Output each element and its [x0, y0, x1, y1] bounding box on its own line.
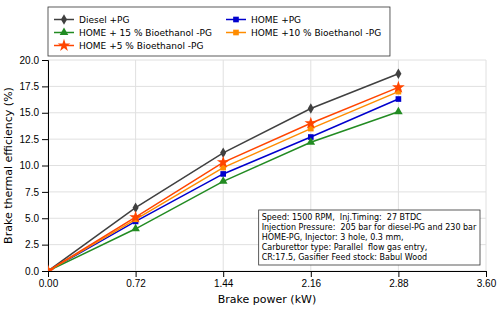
x-tick-label: 2.16: [302, 278, 322, 289]
y-tick: 20.0: [20, 55, 48, 66]
y-grid-line: [48, 139, 486, 140]
y-tick-label: 12.5: [20, 134, 40, 145]
annotation-line: Injection Pressure: 205 bar for diesel-P…: [262, 223, 477, 232]
x-tick-label: 1.44: [214, 278, 234, 289]
legend-item: HOME + 15 % Bioethanol -PG: [54, 28, 212, 38]
legend-marker: [61, 14, 67, 25]
y-tick-mark: [42, 271, 48, 272]
x-axis-line: [49, 272, 487, 278]
x-tick-label: 0.00: [39, 278, 59, 289]
x-tick-label: 2.88: [389, 278, 409, 289]
y-tick-mark: [42, 245, 48, 246]
series-marker: [219, 176, 228, 183]
legend: Diesel +PG HOME +PG HOME + 15 % Bioethanol…: [48, 7, 390, 56]
y-tick-mark: [42, 60, 48, 61]
y-tick: 10.0: [20, 160, 48, 171]
chart: 0.00 0.72 1.44 2.16 2.88 3.60 0.0 2.5 5.0 7.5 10.0…: [0, 0, 500, 309]
x-axis: 0.00 0.72 1.44 2.16 2.88 3.60: [39, 271, 497, 289]
legend-item: HOME +10 % Bioethanol -PG: [226, 28, 381, 38]
legend-label: HOME +10 % Bioethanol -PG: [251, 28, 381, 38]
grid: [48, 60, 486, 271]
y-tick: 5.0: [25, 213, 48, 224]
legend-marker: [233, 30, 239, 36]
y-tick-label: 15.0: [20, 107, 40, 118]
legend-marker: [233, 17, 239, 23]
y-tick-label: 17.5: [20, 81, 40, 92]
y-tick-mark: [42, 86, 48, 87]
annotation-box: [259, 210, 480, 265]
y-axis: 0.0 2.5 5.0 7.5 10.0 12.5 15.0 17.5 20.0: [20, 55, 49, 277]
plot-area: 0.00 0.72 1.44 2.16 2.88 3.60 0.0 2.5 5.0 7.5 10.0…: [20, 55, 497, 289]
x-tick: 0.00: [39, 271, 59, 289]
legend-label: Diesel +PG: [79, 15, 130, 25]
y-tick-mark: [42, 218, 48, 219]
y-tick: 0.0: [25, 266, 48, 277]
y-axis-title: Brake thermal efficiency (%): [2, 87, 15, 244]
y-grid-line: [48, 60, 486, 61]
annotation-line: HOME-PG, Injector: 3 hole, 0.3 mm,: [262, 233, 404, 242]
y-grid-line: [48, 191, 486, 192]
x-tick: 1.44: [214, 271, 234, 289]
y-tick-mark: [42, 192, 48, 193]
x-axis-title: Brake power (kW): [218, 293, 316, 306]
x-tick: 2.16: [302, 271, 322, 289]
x-tick-label: 3.60: [477, 278, 497, 289]
annotation: Speed: 1500 RPM, Inj.Timing: 27 BTDCInje…: [259, 210, 480, 265]
series-marker: [308, 103, 314, 114]
y-tick-label: 2.5: [25, 239, 39, 250]
x-tick: 0.72: [126, 271, 146, 289]
x-tick: 3.60: [477, 271, 497, 289]
y-tick: 15.0: [20, 107, 48, 118]
y-tick: 12.5: [20, 134, 48, 145]
y-tick-mark: [42, 139, 48, 140]
series-group: [48, 68, 405, 271]
y-tick: 17.5: [20, 81, 48, 92]
series-marker: [48, 264, 54, 271]
legend-item: Diesel +PG: [54, 14, 130, 25]
y-tick-mark: [42, 166, 48, 167]
series-marker: [131, 224, 140, 231]
y-grid-line: [48, 86, 486, 87]
x-tick-mark: [136, 271, 137, 277]
series-marker: [307, 137, 316, 144]
y-axis-line: [42, 61, 49, 272]
legend-label: HOME +5 % Bioethanol -PG: [79, 41, 203, 51]
x-tick-mark: [398, 271, 399, 277]
x-tick-mark: [223, 271, 224, 277]
series-marker: [220, 171, 226, 177]
y-tick: 2.5: [25, 239, 48, 250]
series-marker: [392, 81, 405, 93]
y-tick-label: 7.5: [25, 187, 39, 198]
series-marker: [396, 96, 402, 102]
y-grid-line: [48, 165, 486, 166]
legend-marker: [60, 28, 69, 35]
series-marker: [304, 117, 317, 129]
y-tick-label: 20.0: [20, 55, 40, 66]
y-tick-mark: [42, 113, 48, 114]
legend-item: HOME +5 % Bioethanol -PG: [54, 39, 203, 51]
legend-frame: [48, 7, 390, 56]
annotation-line: Speed: 1500 RPM, Inj.Timing: 27 BTDC: [262, 213, 422, 222]
x-tick-mark: [486, 271, 487, 277]
y-tick-label: 5.0: [25, 213, 39, 224]
x-tick-label: 0.72: [126, 278, 146, 289]
series-marker: [394, 107, 403, 114]
y-tick: 7.5: [25, 187, 48, 198]
x-tick: 2.88: [389, 271, 409, 289]
y-tick-label: 0.0: [25, 266, 39, 277]
series-marker: [395, 68, 401, 79]
legend-label: HOME + 15 % Bioethanol -PG: [79, 28, 212, 38]
series-marker: [217, 156, 230, 168]
annotation-line: Carburettor type: Parallel flow gas entr…: [262, 243, 428, 252]
y-tick-label: 10.0: [20, 160, 40, 171]
legend-item: HOME +PG: [226, 15, 301, 25]
annotation-text: Speed: 1500 RPM, Inj.Timing: 27 BTDCInje…: [262, 213, 477, 262]
y-grid-line: [48, 112, 486, 113]
series-marker: [129, 211, 142, 223]
legend-marker: [58, 39, 71, 51]
annotation-line: CR:17.5, Gasifier Feed stock: Babul Wood: [262, 253, 428, 262]
legend-label: HOME +PG: [251, 15, 301, 25]
x-tick-mark: [311, 271, 312, 277]
